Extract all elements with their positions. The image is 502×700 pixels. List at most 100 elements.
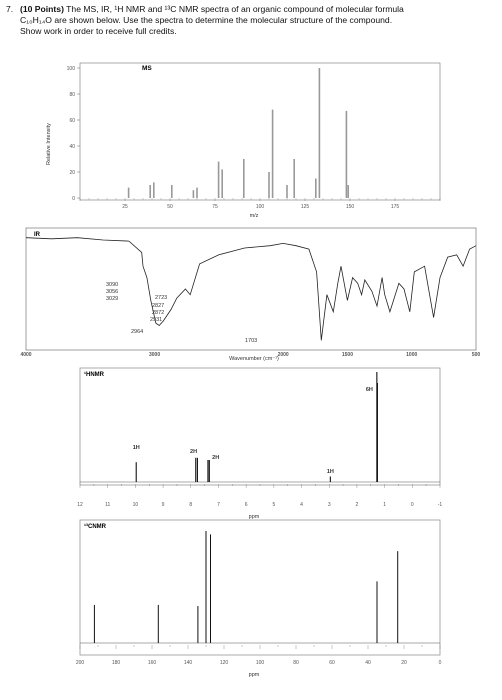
- ir-peak-label: 2964: [131, 329, 143, 335]
- hnmr-plot-frame: [79, 367, 441, 486]
- question-line-2: C₁₀H₁₄O are shown below. Use the spectra…: [20, 15, 393, 25]
- hnmr-xtick-label: 10: [133, 502, 139, 508]
- ir-spectrum: IR 4000 3000 2000 1500 1000 500 Wavenumber (c…: [20, 227, 481, 362]
- ms-xtick-label: 125: [301, 204, 310, 210]
- hnmr-xtick-label: 11: [105, 502, 110, 508]
- hnmr-xtick-label: 7: [217, 502, 220, 508]
- ir-peak-label: 2827: [152, 303, 164, 309]
- hnmr-integration-label: 2H: [212, 455, 219, 461]
- ir-xtick-label: 4000: [20, 352, 31, 358]
- ir-xtick-label: 1000: [406, 352, 417, 358]
- ms-xlabel: m/z: [250, 213, 259, 219]
- question-line-3: Show work in order to receive full credi…: [20, 26, 177, 36]
- hnmr-xtick-label: 6: [245, 502, 248, 508]
- ir-xtick-label: 2000: [278, 352, 289, 358]
- ms-xtick-label: 75: [212, 204, 218, 210]
- hnmr-xtick-label: 1: [383, 502, 386, 508]
- ms-peak: [268, 172, 270, 198]
- ir-peak-label: 3090: [106, 282, 118, 288]
- ms-xtick-label: 100: [256, 204, 265, 210]
- hnmr-xtick-label: 2: [356, 502, 359, 508]
- hnmr-xtick-label: 5: [272, 502, 275, 508]
- ms-peak: [243, 159, 245, 198]
- ir-xtick-label: 1500: [342, 352, 353, 358]
- ir-peak-label: 3056: [106, 289, 118, 295]
- question-number: 7.: [6, 4, 14, 14]
- ir-peak-label: 2872: [152, 310, 164, 316]
- ir-title: IR: [34, 232, 41, 238]
- hnmr-xlabel: ppm: [249, 514, 260, 520]
- hnmr-xtick-label: 3: [328, 502, 331, 508]
- question-line-1: The MS, IR, ¹H NMR and ¹³C NMR spectra o…: [63, 4, 404, 14]
- cnmr-xtick-label: 60: [329, 660, 335, 666]
- ms-peak: [171, 185, 173, 198]
- ms-peak: [347, 185, 349, 198]
- ir-transmittance-line: [25, 237, 477, 341]
- ms-xtick-label: 175: [391, 204, 400, 210]
- ms-peak: [196, 187, 198, 198]
- ir-peak-label: 2931: [150, 317, 162, 323]
- ms-peak: [345, 110, 348, 198]
- ms-peak: [149, 185, 151, 198]
- ms-xtick-label: 150: [346, 204, 355, 210]
- ms-ytick-label: 0: [72, 196, 75, 202]
- ms-peak: [318, 68, 321, 198]
- ms-xtick-label: 25: [122, 204, 128, 210]
- ir-xlabel: Wavenumber (cm⁻¹): [229, 356, 279, 362]
- ms-title: MS: [142, 65, 152, 72]
- ms-spectrum: MS Relative Intensity m/z 100 80 60 40 20 0 2…: [46, 62, 441, 219]
- cnmr-xtick-label: 200: [76, 660, 85, 666]
- ms-peak: [293, 159, 295, 198]
- hnmr-title: ¹HNMR: [84, 371, 105, 378]
- hnmr-integration-label: 2H: [190, 449, 197, 455]
- ir-xtick-label: 3000: [149, 352, 160, 358]
- ms-xtick-label: 50: [167, 204, 173, 210]
- ms-peak: [315, 178, 317, 198]
- ir-peak-label: 1703: [245, 338, 257, 344]
- ir-xtick-label: 500: [472, 352, 481, 358]
- hnmr-integration-label: 1H: [327, 469, 334, 475]
- ms-peak: [271, 109, 274, 198]
- hnmr-xtick-label: 8: [189, 502, 192, 508]
- hnmr-integration-label: 1H: [133, 445, 140, 451]
- ms-peak: [217, 161, 220, 198]
- question-points: (10 Points): [20, 4, 64, 14]
- ms-peak: [221, 169, 223, 198]
- cnmr-xtick-label: 100: [256, 660, 265, 666]
- cnmr-xtick-label: 140: [184, 660, 193, 666]
- ms-peak: [286, 185, 288, 198]
- cnmr-plot-frame: [79, 519, 441, 656]
- ms-peak: [153, 182, 155, 198]
- cnmr-xtick-label: 120: [220, 660, 229, 666]
- cnmr-spectrum: ¹³CNMR 200 180 160 140 120 100 80 60 40 20 0 ppm: [76, 519, 442, 678]
- question-text: 7. (10 Points) The MS, IR, ¹H NMR and ¹³…: [6, 4, 496, 37]
- ir-plot-frame: [25, 227, 477, 351]
- ms-peak: [192, 190, 195, 198]
- cnmr-xtick-label: 80: [293, 660, 299, 666]
- hnmr-xtick-label: 9: [162, 502, 165, 508]
- ms-ytick-label: 80: [69, 92, 75, 98]
- hnmr-xtick-label: 0: [411, 502, 414, 508]
- ir-peak-label: 3029: [106, 296, 118, 302]
- ms-ytick-label: 20: [69, 170, 75, 176]
- ms-peak: [127, 187, 130, 198]
- ir-peak-label: 2723: [155, 295, 167, 301]
- ms-ytick-label: 40: [69, 144, 75, 150]
- cnmr-xtick-label: 0: [439, 660, 442, 666]
- hnmr-integration-label: 6H: [366, 387, 373, 393]
- cnmr-title: ¹³CNMR: [84, 523, 107, 530]
- ms-plot-frame: [79, 62, 441, 201]
- hnmr-xtick-label: 4: [300, 502, 303, 508]
- hnmr-xtick-label: 12: [77, 502, 83, 508]
- ms-ytick-label: 100: [67, 66, 76, 72]
- ms-ylabel: Relative Intensity: [46, 123, 52, 165]
- cnmr-xlabel: ppm: [249, 672, 260, 678]
- hnmr-xtick-label: -1: [438, 502, 443, 508]
- ms-ytick-label: 60: [69, 118, 75, 124]
- cnmr-xtick-label: 40: [365, 660, 371, 666]
- cnmr-xtick-label: 20: [401, 660, 407, 666]
- cnmr-xtick-label: 160: [148, 660, 157, 666]
- cnmr-xtick-label: 180: [112, 660, 121, 666]
